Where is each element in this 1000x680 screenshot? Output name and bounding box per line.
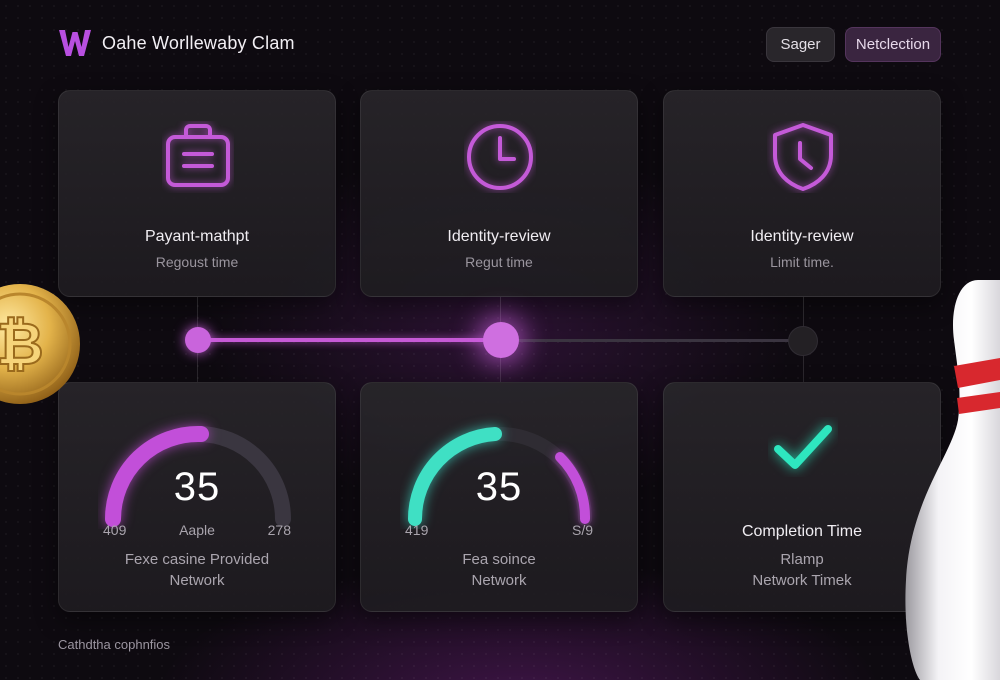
step-title: Identity-review: [447, 228, 551, 245]
gauge-min-label: 419: [405, 522, 429, 538]
metric-card-completion: Completion Time Rlamp Network Timek: [663, 382, 941, 612]
gauge-mid-label: Aaple: [179, 522, 215, 538]
step-card-identity-review[interactable]: Identity-review Regut time: [360, 90, 638, 297]
timeline-step-1[interactable]: [185, 327, 211, 353]
w-logo-icon: [59, 30, 91, 56]
metric-card-source: 35 419 S/9 Fea soince Network: [360, 382, 638, 612]
gauge-max-label: S/9: [571, 522, 593, 538]
gauge-min-label: 409: [103, 522, 127, 538]
metric-desc-line: Fexe casine Provided: [124, 551, 270, 568]
metric-desc-line: Network Timek: [752, 572, 852, 589]
svg-text:₿: ₿: [0, 310, 44, 378]
gauge-value: 35: [475, 465, 523, 509]
step-subtitle: Regut time: [465, 254, 533, 270]
gauge-chart: [105, 425, 291, 527]
bitcoin-coin-icon: ₿: [0, 284, 80, 404]
timeline-step-3[interactable]: [788, 326, 818, 356]
clock-icon: [467, 124, 533, 190]
step-title: Identity-review: [750, 228, 854, 245]
bowling-pin-icon: [905, 280, 1000, 680]
gauge-value: 35: [173, 465, 221, 509]
briefcase-icon: [166, 124, 230, 187]
step-subtitle: Limit time.: [770, 254, 834, 270]
netclection-button[interactable]: Netclection: [845, 27, 941, 62]
step-title: Payant-mathpt: [144, 228, 250, 245]
gauge-chart: [407, 427, 592, 526]
app-title: Oahe Worllewaby Clam: [102, 33, 295, 53]
completion-title: Completion Time: [741, 523, 863, 540]
metric-description: Rlamp Network Timek: [664, 549, 940, 591]
metric-desc-line: Fea soince: [462, 551, 536, 568]
gauge-max-label: 278: [267, 522, 291, 538]
sager-button[interactable]: Sager: [766, 27, 835, 62]
step-card-identity-review-limit[interactable]: Identity-review Limit time.: [663, 90, 941, 297]
metric-card-casino: 35 409 Aaple 278 Fexe casine Provided Ne…: [58, 382, 336, 612]
step-card-payment[interactable]: Payant-mathpt Regoust time: [58, 90, 336, 297]
shield-clock-icon: [773, 123, 833, 191]
metric-description: Fea soince Network: [361, 549, 637, 591]
metric-desc-line: Network: [471, 572, 527, 589]
step-subtitle: Regoust time: [155, 254, 239, 270]
footer-text: Cathdtha cophnfios: [58, 637, 171, 652]
metric-description: Fexe casine Provided Network: [59, 549, 335, 591]
check-icon: [774, 425, 832, 469]
metric-desc-line: Network: [169, 572, 225, 589]
metric-desc-line: Rlamp: [780, 551, 824, 568]
timeline-step-2-active[interactable]: [483, 322, 519, 358]
timeline-progress: [198, 338, 501, 342]
